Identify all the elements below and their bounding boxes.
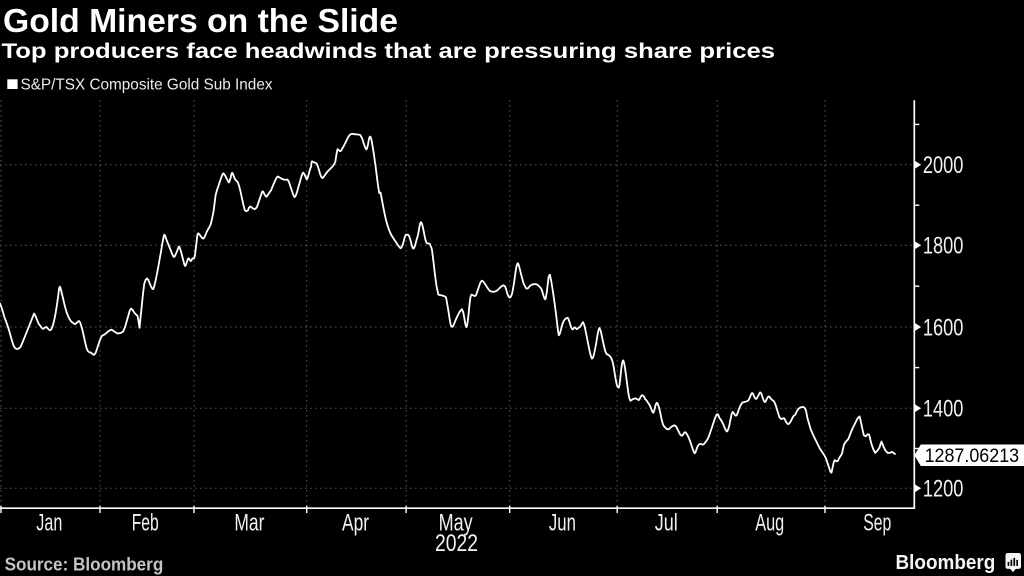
svg-text:Feb: Feb bbox=[132, 510, 159, 537]
svg-text:Gold Miners on the Slide: Gold Miners on the Slide bbox=[3, 2, 398, 39]
svg-text:Aug: Aug bbox=[755, 510, 784, 537]
svg-text:1200: 1200 bbox=[923, 476, 964, 503]
svg-text:Mar: Mar bbox=[234, 510, 264, 537]
svg-text:May: May bbox=[439, 510, 473, 537]
svg-text:1287.06213: 1287.06213 bbox=[925, 446, 1020, 467]
svg-text:Jul: Jul bbox=[655, 510, 678, 537]
svg-text:S&P/TSX Composite Gold Sub Ind: S&P/TSX Composite Gold Sub Index bbox=[21, 77, 273, 94]
svg-text:Jun: Jun bbox=[549, 510, 576, 537]
svg-text:Jan: Jan bbox=[36, 510, 62, 537]
svg-text:Bloomberg: Bloomberg bbox=[896, 551, 996, 574]
svg-text:1800: 1800 bbox=[923, 233, 964, 260]
svg-text:Apr: Apr bbox=[342, 510, 369, 537]
svg-text:1600: 1600 bbox=[923, 314, 964, 341]
svg-text:Source: Bloomberg: Source: Bloomberg bbox=[5, 555, 164, 575]
svg-text:2000: 2000 bbox=[923, 152, 964, 179]
svg-text:Top producers face headwinds t: Top producers face headwinds that are pr… bbox=[2, 39, 776, 63]
svg-text:Sep: Sep bbox=[863, 510, 891, 537]
svg-text:1400: 1400 bbox=[923, 396, 964, 423]
svg-text:2022: 2022 bbox=[435, 530, 478, 557]
